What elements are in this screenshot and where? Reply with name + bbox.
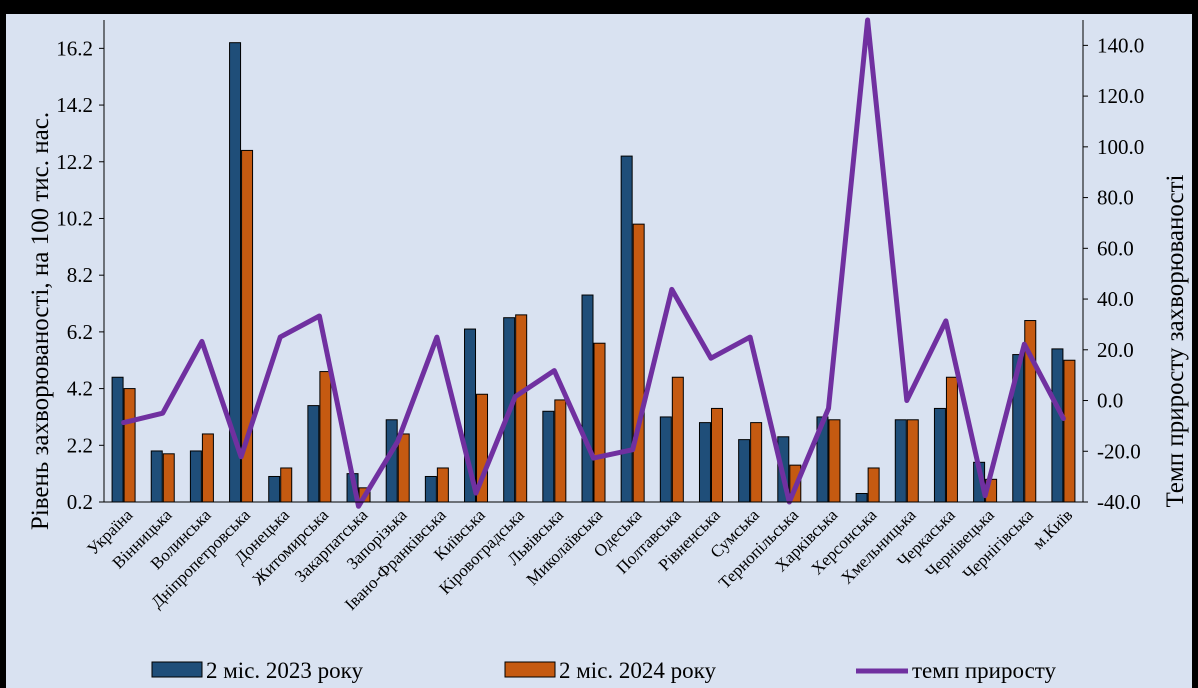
bar-series1-21 [933,407,946,503]
bar-series1-15 [698,422,711,503]
bar-series2-24 [1063,359,1076,503]
left-tick-label-7: 2.2 [67,433,93,457]
bar-series1-24 [1051,348,1064,503]
bar-series2-15 [710,407,723,503]
right-tick-label-4: 60.0 [1097,236,1134,260]
bar-series1-2 [189,450,202,503]
right-tick-label-5: 40.0 [1097,287,1134,311]
left-tick-label-6: 4.2 [67,377,93,401]
bar-series2-20 [906,419,919,503]
right-tick-label-0: 140.0 [1097,33,1144,57]
bar-series2-16 [750,422,763,503]
category-label-24: м.Київ [1029,505,1077,553]
bar-series2-19 [867,467,880,503]
bar-series2-21 [945,376,958,503]
bar-series2-0 [123,388,136,503]
y-axis-title-right: Темп приросту захворюваності [1162,174,1189,507]
right-tick-label-3: 80.0 [1097,186,1134,210]
right-tick-label-8: -20.0 [1097,439,1141,463]
left-tick-label-0: 16.2 [56,36,93,60]
bar-series2-12 [593,342,606,503]
bar-series2-5 [319,371,332,503]
left-tick-label-3: 10.2 [56,206,93,230]
bars-layer [111,42,1076,503]
left-tick-label-8: 0.2 [67,490,93,514]
right-tick-label-9: -40.0 [1097,490,1141,514]
line-layer [121,17,1066,509]
bar-series2-8 [436,467,449,503]
bar-series1-19 [855,492,868,503]
left-tick-label-4: 8.2 [67,263,93,287]
bar-series1-20 [894,419,907,503]
legend-label-1: 2 міс. 2024 року [559,658,717,683]
bar-series1-0 [111,376,124,503]
bar-series2-10 [515,314,528,503]
bar-series2-7 [397,433,410,503]
legend-label-2: темп приросту [912,658,1057,683]
bar-series2-2 [201,433,214,503]
bar-series1-8 [424,475,437,503]
bar-series2-18 [828,419,841,503]
legend: 2 міс. 2023 року 2 міс. 2024 року темп при… [151,658,1057,683]
bar-series1-12 [581,294,594,503]
bar-series2-1 [162,453,175,503]
bar-series1-1 [150,450,163,503]
right-tick-label-7: 0.0 [1097,389,1123,413]
right-tick-label-2: 100.0 [1097,135,1144,159]
line-series-growth-rate [121,17,1066,509]
bar-series1-5 [307,405,320,503]
y-axis-title-left: Рівень захворюваності, на 100 тис. нас. [27,112,54,530]
bar-series2-4 [280,467,293,503]
axes-layer: 16.2 14.2 12.2 10.2 8.2 6.2 4.2 2.2 0.2 140.0 120.… [27,20,1189,614]
bar-series1-11 [542,410,555,503]
left-tick-label-1: 14.2 [56,93,93,117]
right-tick-label-1: 120.0 [1097,84,1144,108]
bar-series2-13 [632,223,645,503]
bar-series1-14 [659,416,672,503]
bar-series2-11 [554,399,567,503]
left-tick-label-5: 6.2 [67,320,93,344]
bar-series2-14 [671,376,684,503]
legend-swatch-1 [504,661,556,678]
right-tick-label-6: 20.0 [1097,338,1134,362]
legend-label-0: 2 міс. 2023 року [206,658,364,683]
bar-series1-16 [738,439,751,503]
legend-swatch-0 [151,661,203,678]
left-tick-label-2: 12.2 [56,150,93,174]
bar-series1-4 [268,475,281,503]
